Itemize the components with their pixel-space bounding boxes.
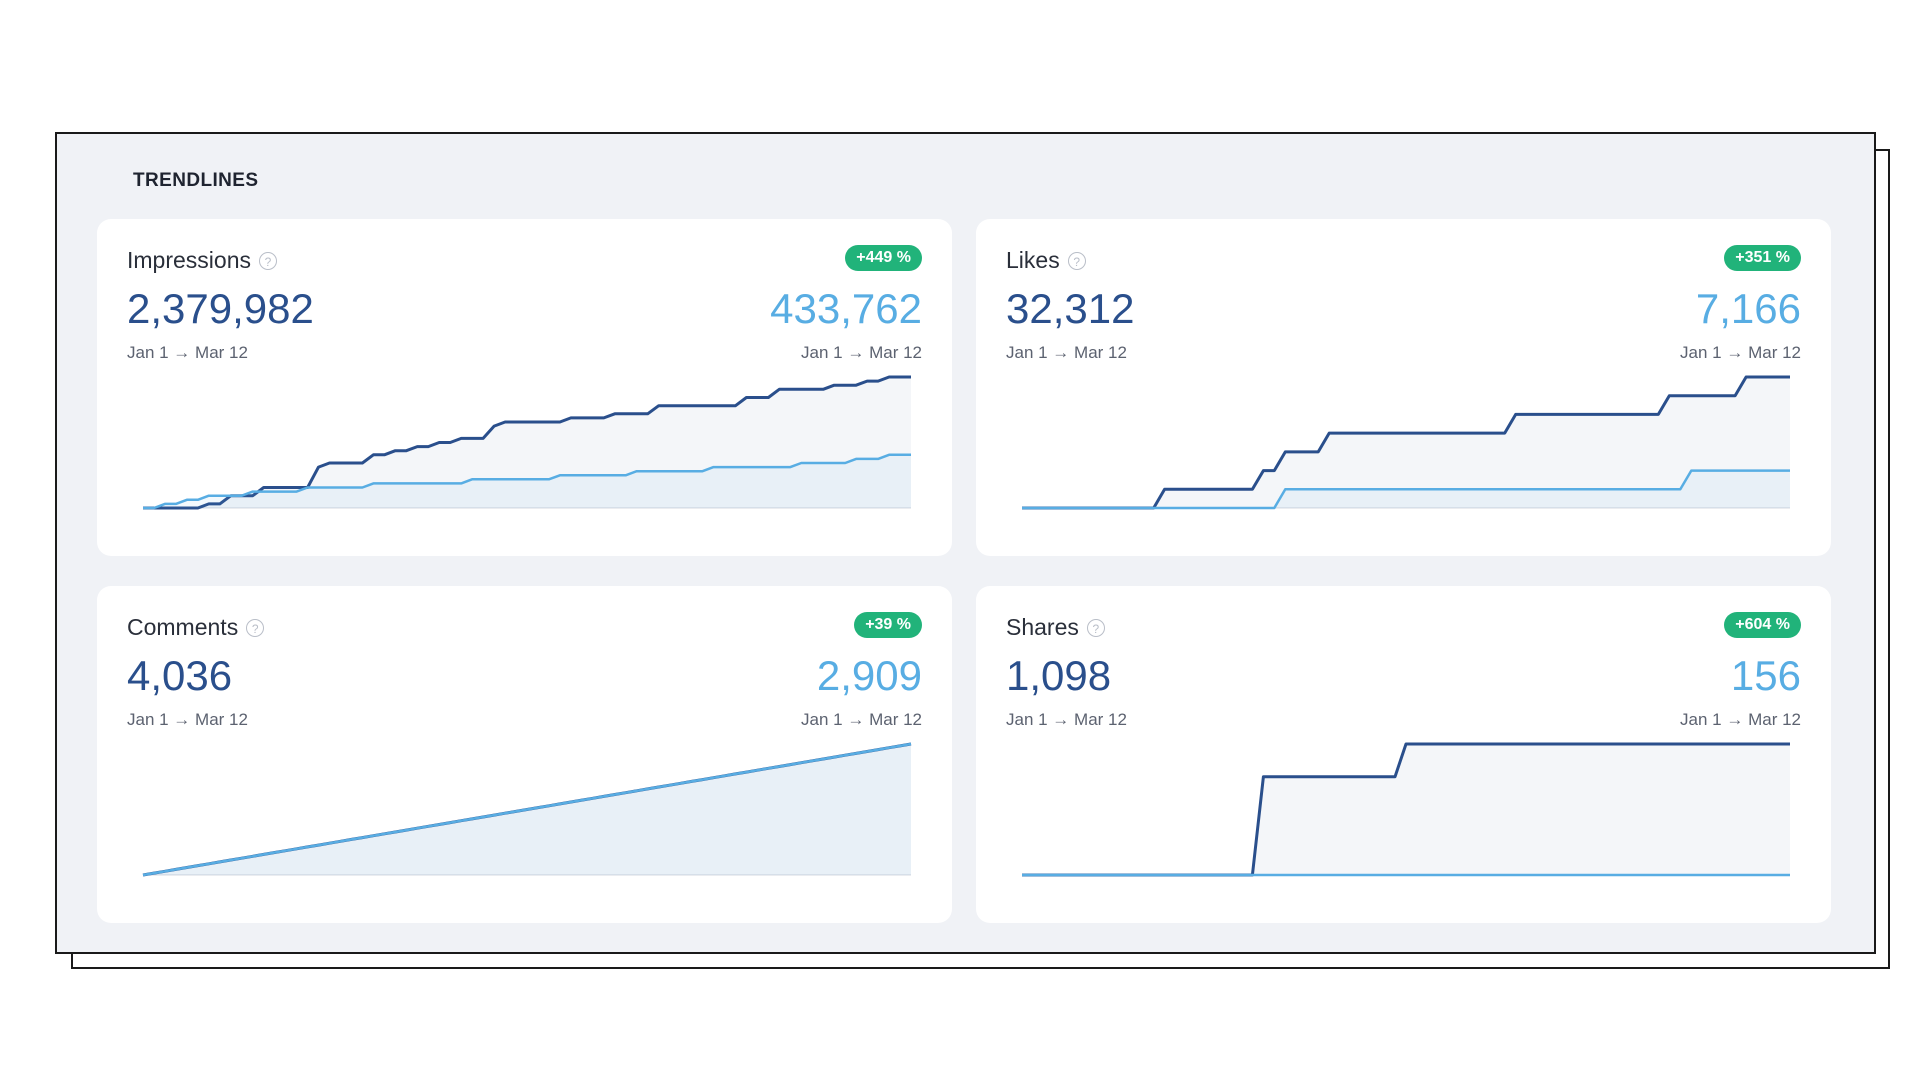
trendline-chart xyxy=(142,742,912,877)
series-area xyxy=(1022,377,1790,508)
card-impressions: Impressions ? +449 % 2,379,982 433,762 J… xyxy=(97,219,952,556)
previous-period-line xyxy=(143,453,911,510)
series-area xyxy=(1022,744,1790,875)
card-label: Shares ? xyxy=(1006,614,1105,641)
card-label-text: Shares xyxy=(1006,614,1079,640)
previous-date-range: Jan 1 → Mar 12 xyxy=(801,343,922,362)
current-date-range: Jan 1 → Mar 12 xyxy=(127,710,248,729)
change-badge: +449 % xyxy=(845,245,922,271)
trendlines-panel: TRENDLINES Impressions ? +449 % 2,379,98… xyxy=(55,132,1876,954)
card-likes: Likes ? +351 % 32,312 7,166 Jan 1 → Mar … xyxy=(976,219,1831,556)
previous-date-range: Jan 1 → Mar 12 xyxy=(1680,343,1801,362)
card-label-text: Likes xyxy=(1006,247,1060,273)
previous-value: 7,166 xyxy=(1695,285,1801,332)
change-badge: +604 % xyxy=(1724,612,1801,638)
current-value: 1,098 xyxy=(1006,652,1112,699)
previous-value: 156 xyxy=(1730,652,1801,699)
current-date-range: Jan 1 → Mar 12 xyxy=(1006,710,1127,729)
help-icon[interactable]: ? xyxy=(258,251,277,270)
trendline-chart xyxy=(1022,742,1790,877)
previous-value: 2,909 xyxy=(816,652,922,699)
section-title: TRENDLINES xyxy=(133,170,259,191)
card-label-text: Comments xyxy=(127,614,239,640)
change-badge: +39 % xyxy=(854,612,922,638)
card-label: Impressions ? xyxy=(127,247,277,274)
current-value: 4,036 xyxy=(127,652,233,699)
help-icon[interactable]: ? xyxy=(1086,618,1105,637)
card-label: Comments ? xyxy=(127,614,265,641)
current-value: 32,312 xyxy=(1006,285,1135,332)
series-area xyxy=(143,377,911,508)
previous-value: 433,762 xyxy=(770,285,922,332)
card-shares: Shares ? +604 % 1,098 156 Jan 1 → Mar 12… xyxy=(976,586,1831,923)
current-date-range: Jan 1 → Mar 12 xyxy=(127,343,248,362)
card-comments: Comments ? +39 % 4,036 2,909 Jan 1 → Mar… xyxy=(97,586,952,923)
previous-date-range: Jan 1 → Mar 12 xyxy=(1680,710,1801,729)
trendline-chart xyxy=(143,375,911,510)
previous-period-line xyxy=(142,742,912,877)
help-icon[interactable]: ? xyxy=(1067,251,1086,270)
current-value: 2,379,982 xyxy=(127,285,314,332)
trendline-chart xyxy=(1022,375,1790,510)
previous-period-line xyxy=(1022,469,1790,510)
previous-date-range: Jan 1 → Mar 12 xyxy=(801,710,922,729)
card-label-text: Impressions xyxy=(127,247,251,273)
current-period-line xyxy=(143,375,911,510)
help-icon[interactable]: ? xyxy=(246,618,265,637)
current-date-range: Jan 1 → Mar 12 xyxy=(1006,343,1127,362)
change-badge: +351 % xyxy=(1724,245,1801,271)
card-label: Likes ? xyxy=(1006,247,1086,274)
